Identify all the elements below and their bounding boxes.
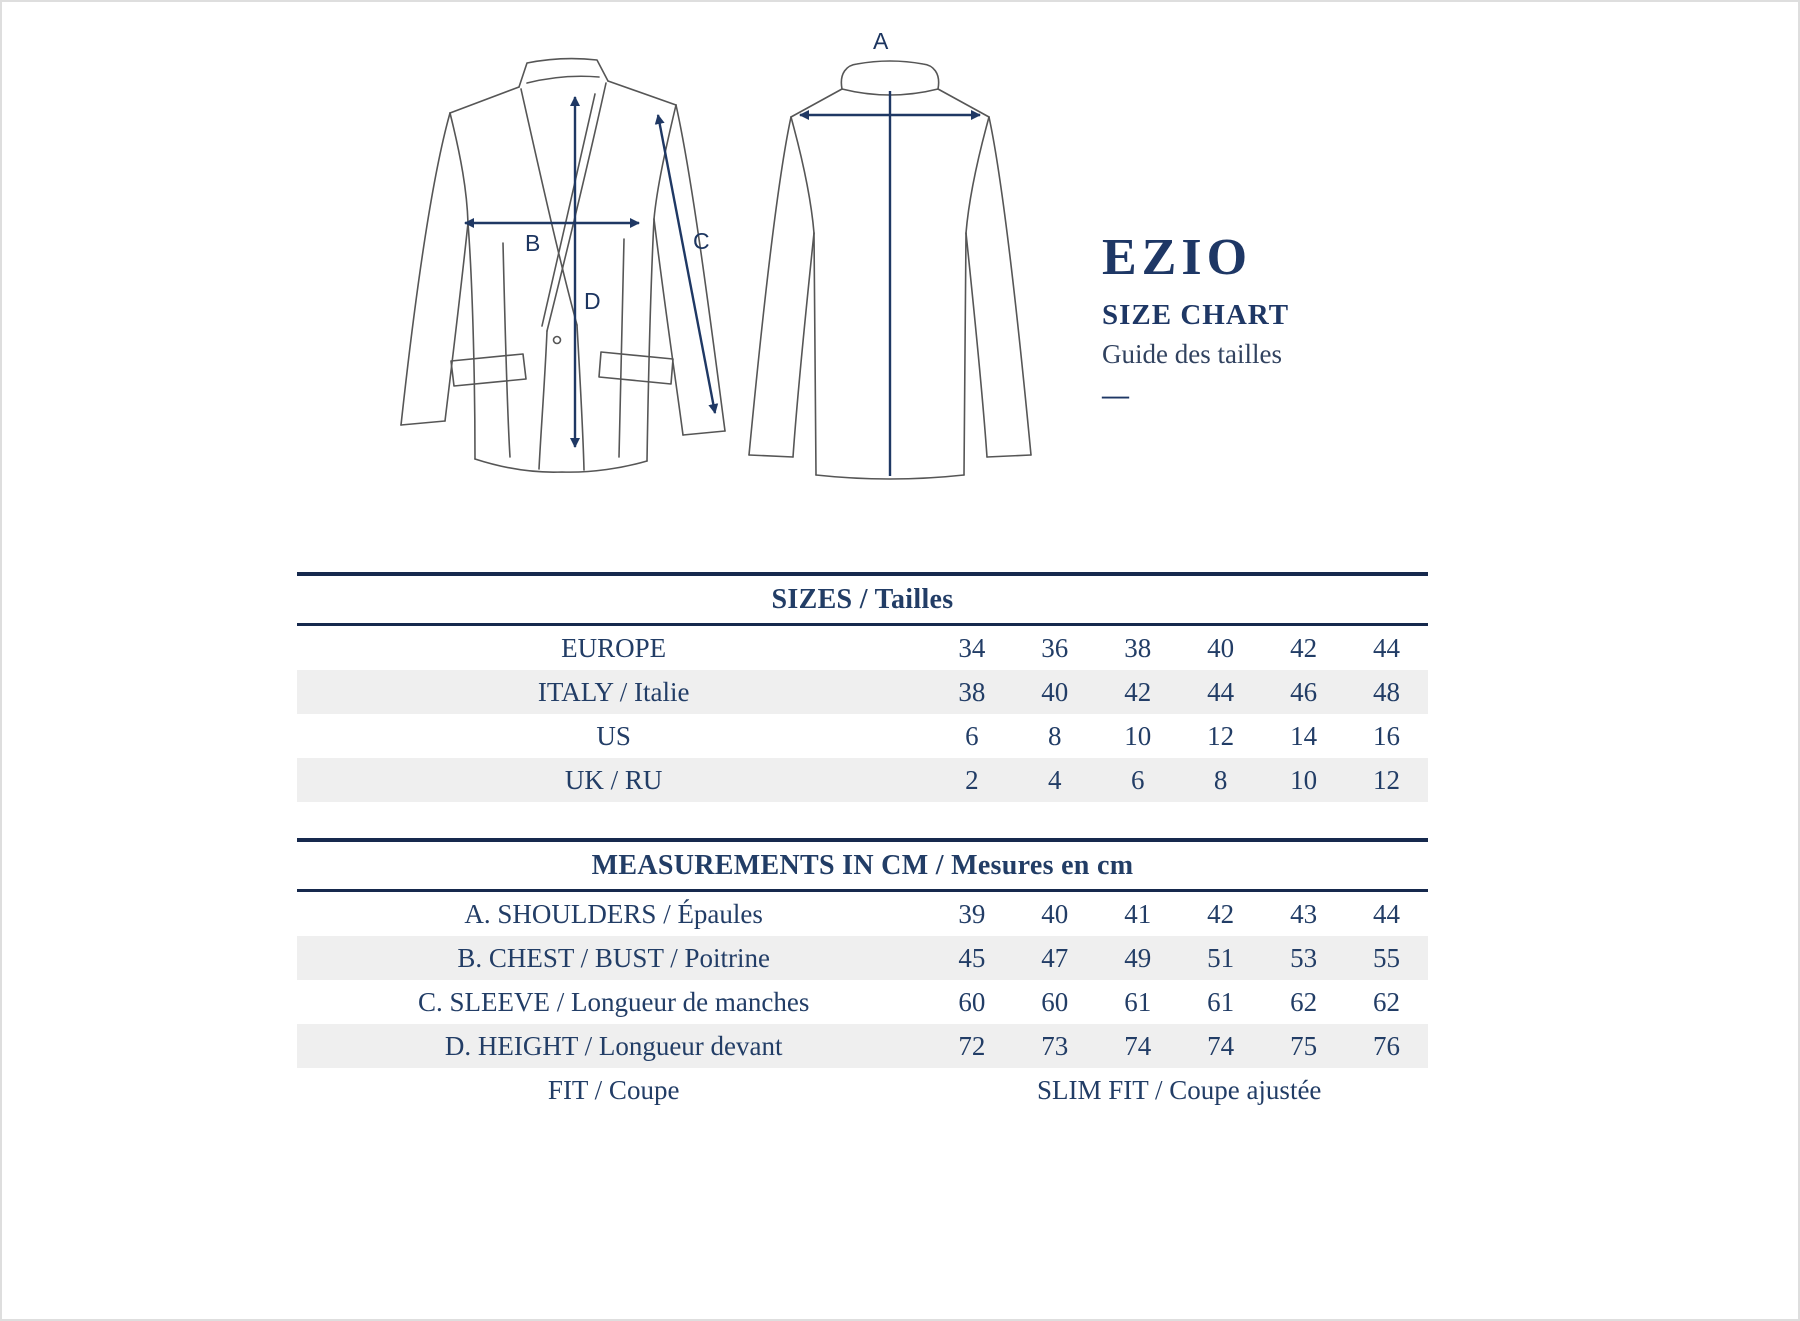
sizes-table-header: SIZES / Tailles (771, 583, 954, 615)
row-label: US (596, 720, 631, 751)
measurement-arrows (464, 91, 981, 476)
size-value: 46 (1290, 676, 1318, 707)
measure-value: 75 (1290, 1030, 1318, 1061)
size-value: 6 (1130, 764, 1145, 795)
measure-value: 74 (1207, 1030, 1235, 1061)
size-value: 38 (958, 676, 986, 707)
size-value: 8 (1048, 720, 1062, 751)
size-value: 44 (1207, 676, 1235, 707)
measure-value: 62 (1373, 986, 1401, 1017)
size-value: 4 (1048, 764, 1062, 795)
row-label: ITALY / Italie (537, 676, 690, 707)
measure-value: 72 (958, 1030, 986, 1061)
measure-value: 42 (1207, 898, 1235, 929)
sizes-table: SIZES / Tailles EUROPE 34 36 38 40 42 44… (297, 572, 1428, 802)
diagram-label-d: D (584, 288, 601, 314)
measure-value: 45 (958, 942, 986, 973)
table-rule-header (297, 623, 1428, 626)
size-value: 44 (1373, 632, 1401, 663)
table-rule-top (297, 572, 1428, 576)
measure-value: 39 (958, 898, 986, 929)
size-value: 14 (1290, 720, 1318, 751)
size-value: 10 (1290, 764, 1318, 795)
size-value: 42 (1290, 632, 1318, 663)
jacket-front-outline (400, 57, 726, 473)
table-row-chest: B. CHEST / BUST / Poitrine 45 47 49 51 5… (297, 936, 1428, 980)
measure-value: 51 (1207, 942, 1235, 973)
size-value: 48 (1373, 676, 1401, 707)
page-title: SIZE CHART (1102, 299, 1290, 331)
size-value: 2 (965, 764, 979, 795)
measure-value: 55 (1373, 942, 1401, 973)
table-row-italy: ITALY / Italie 38 40 42 44 46 48 (297, 670, 1428, 714)
size-value: 36 (1041, 632, 1069, 663)
measure-value: 40 (1041, 898, 1069, 929)
measure-value: 47 (1041, 942, 1069, 973)
row-label: C. SLEEVE / Longueur de manches (417, 986, 810, 1017)
measure-value: 49 (1124, 942, 1152, 973)
page-subtitle: Guide des tailles (1102, 338, 1282, 369)
brand-name: EZIO (1102, 229, 1253, 286)
diagram-label-c: C (693, 228, 710, 254)
row-label: FIT / Coupe (547, 1074, 680, 1105)
table-rule-top (297, 838, 1428, 842)
measurements-table-header: MEASUREMENTS IN CM / Mesures en cm (591, 849, 1134, 881)
divider-dash: — (1102, 379, 1129, 410)
row-label: D. HEIGHT / Longueur devant (444, 1030, 783, 1061)
size-value: 40 (1041, 676, 1069, 707)
measure-value: 74 (1124, 1030, 1152, 1061)
measure-value: 60 (958, 986, 986, 1017)
size-value: 34 (958, 632, 986, 663)
arrow-c-sleeve (654, 114, 719, 414)
size-value: 42 (1124, 676, 1152, 707)
size-value: 16 (1373, 720, 1401, 751)
table-row-height: D. HEIGHT / Longueur devant 72 73 74 74 … (297, 1024, 1428, 1068)
measurements-table: MEASUREMENTS IN CM / Mesures en cm A. SH… (297, 838, 1428, 1112)
measure-value: 73 (1041, 1030, 1069, 1061)
size-value: 6 (965, 720, 979, 751)
measure-value: 76 (1373, 1030, 1401, 1061)
table-row-fit: FIT / Coupe SLIM FIT / Coupe ajustée (297, 1068, 1428, 1112)
row-label: B. CHEST / BUST / Poitrine (457, 942, 770, 973)
table-row-europe: EUROPE 34 36 38 40 42 44 (297, 626, 1428, 670)
measure-value: 60 (1041, 986, 1069, 1017)
size-value: 8 (1213, 764, 1228, 795)
measure-value: 41 (1124, 898, 1152, 929)
table-row-us: US 6 8 10 12 14 16 (297, 714, 1428, 758)
row-label: UK / RU (564, 764, 663, 795)
size-value: 12 (1207, 720, 1235, 751)
measure-value: 61 (1124, 986, 1152, 1017)
measure-value: 44 (1373, 898, 1401, 929)
diagram-label-a: A (873, 28, 889, 54)
size-value: 12 (1373, 764, 1401, 795)
jacket-back-outline (748, 60, 1032, 480)
measure-value: 43 (1290, 898, 1318, 929)
title-block: EZIO SIZE CHART Guide des tailles — (1102, 232, 1289, 409)
jacket-measurement-diagram: A B C D (400, 28, 1032, 480)
table-row-uk: UK / RU 2 4 6 8 10 12 (297, 758, 1428, 802)
row-label: EUROPE (561, 632, 667, 663)
table-row-sleeve: C. SLEEVE / Longueur de manches 60 60 61… (297, 980, 1428, 1024)
row-label: A. SHOULDERS / Épaules (464, 898, 763, 929)
fit-value: SLIM FIT / Coupe ajustée (1036, 1074, 1322, 1105)
measure-value: 53 (1290, 942, 1318, 973)
measure-value: 61 (1207, 986, 1235, 1017)
size-value: 40 (1207, 632, 1235, 663)
table-row-shoulders: A. SHOULDERS / Épaules 39 40 41 42 43 44 (297, 892, 1428, 936)
diagram-label-b: B (525, 230, 540, 256)
size-value: 38 (1124, 632, 1152, 663)
size-value: 10 (1124, 720, 1152, 751)
measure-value: 62 (1290, 986, 1318, 1017)
table-rule-header (297, 889, 1428, 892)
